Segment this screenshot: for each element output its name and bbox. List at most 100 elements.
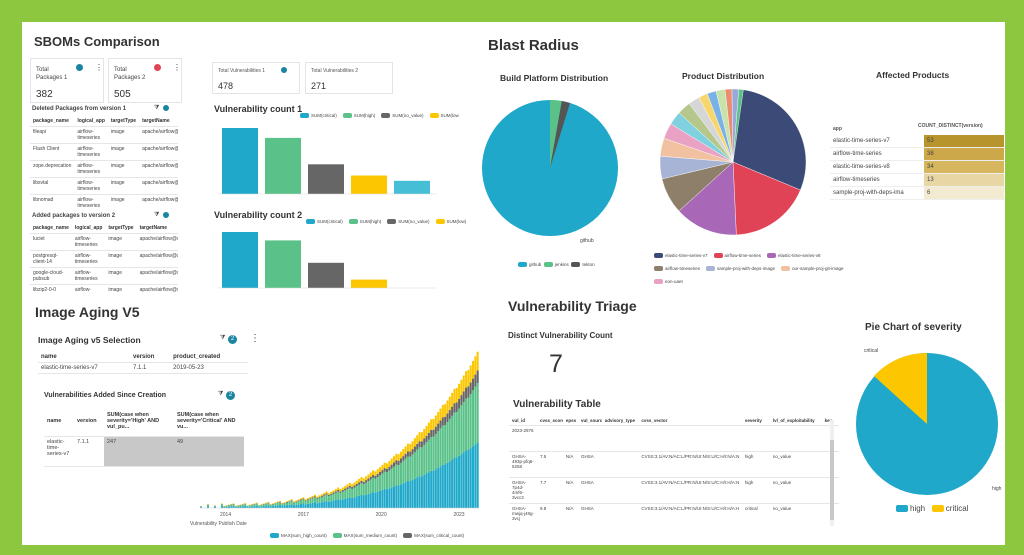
legend-item[interactable]: MAX(sum_critical_count)	[403, 533, 464, 539]
legend-item[interactable]: SUM(critical)	[306, 219, 343, 225]
col-header[interactable]: targetName	[136, 223, 178, 234]
col-header[interactable]: logical_app	[71, 223, 106, 234]
legend-item[interactable]: sample-proj-with-deps-image	[706, 264, 775, 274]
column-segment	[362, 481, 365, 485]
more-menu-icon[interactable]: ⋮	[173, 63, 181, 72]
legend-item[interactable]: airflow-time-series	[713, 251, 761, 261]
column-segment	[453, 403, 456, 413]
table-row[interactable]: GHSA-493p-pfq6-5258 7.5 N/A GHSA CVSS:3.1/AV…	[509, 451, 839, 478]
filter-badge-icon[interactable]	[163, 212, 169, 218]
table-row[interactable]: postgresql-client-14 airflow-timeseries im…	[30, 250, 178, 268]
table-row[interactable]: elastic-time-series-v7 7.1.1 2019-05-23	[38, 362, 248, 374]
legend-item[interactable]: SUM(no_value)	[381, 113, 424, 119]
column-segment	[413, 438, 416, 447]
filter-badge-icon[interactable]	[154, 64, 161, 71]
more-menu-icon[interactable]: ⋮	[95, 63, 103, 72]
legend-item[interactable]: airflow-timeseries	[654, 264, 700, 274]
filter-badge-icon[interactable]	[163, 105, 169, 111]
table-row[interactable]: Flash Client airflow-timeseries image apach…	[30, 143, 178, 161]
legend-item[interactable]: SUM(low	[429, 113, 459, 119]
legend-item[interactable]: SUM(no_value)	[387, 219, 430, 225]
filter-badge[interactable]: 2	[226, 391, 235, 400]
table-row[interactable]: google-cloud-pubsub airflow-timeseries ima…	[30, 267, 178, 285]
legend-item[interactable]: elastic-time-series-v8	[767, 251, 821, 261]
pie-slice[interactable]	[732, 161, 801, 236]
filter-icon[interactable]: ⧩	[218, 391, 224, 397]
bar[interactable]	[351, 175, 387, 194]
col-header[interactable]: package_name	[30, 223, 72, 234]
legend-item[interactable]: SUM(low)	[435, 219, 466, 225]
legend-item[interactable]: MAX(sum_medium_count)	[332, 533, 397, 539]
table-row[interactable]: GHSA-mwjq-j48g-3vcj 9.8 N/A GHSA CVSS:3.1/AV…	[509, 503, 839, 528]
col-header[interactable]: advisory_type	[601, 416, 639, 426]
bar[interactable]	[394, 180, 430, 194]
table-row[interactable]: sample-proj-with-deps-ima 6	[830, 187, 1005, 200]
filter-badge-icon[interactable]	[281, 67, 287, 73]
pie-slice[interactable]	[678, 161, 737, 236]
col-header[interactable]: cvss_vector	[638, 416, 742, 426]
column-segment	[320, 495, 323, 497]
table-row[interactable]: libzip2-0-0airflow-timeseriesimageapache…	[30, 284, 178, 293]
bar[interactable]	[308, 262, 344, 288]
bar[interactable]	[265, 240, 301, 288]
kpi-card-total-packages-2[interactable]: Total Packages 2 ⋮ 505	[108, 58, 182, 103]
col-header[interactable]: logical_app	[74, 116, 108, 127]
table-row[interactable]: libnomad airflow-timeseries image apache/ai…	[30, 194, 178, 211]
kpi-card-total-vulnerabilities-2[interactable]: Total Vulnerabilities 2 271	[305, 62, 393, 94]
filter-badge-icon[interactable]	[76, 64, 83, 71]
more-menu-icon[interactable]: ⋮	[250, 333, 260, 344]
filter-icon[interactable]: ⧩	[154, 212, 160, 218]
table-row[interactable]: GHSA-7p4d-4mf6-3vcc3 7.7 N/A GHSA CVSS:3.1/A…	[509, 477, 839, 504]
col-header[interactable]: targetName	[139, 116, 178, 127]
column-segment	[439, 466, 442, 508]
pie-slice[interactable]	[732, 89, 744, 163]
table-row[interactable]: airflow-time-series 38	[830, 148, 1005, 161]
bar[interactable]	[222, 232, 258, 288]
legend-item[interactable]: SUM(high)	[342, 113, 375, 119]
column-segment	[232, 504, 235, 507]
x-tick-label: 2017	[298, 512, 309, 518]
filter-badge[interactable]: 2	[228, 335, 237, 344]
table-row[interactable]: elastic-time-series-v7 53	[830, 135, 1005, 148]
table-row[interactable]: luciet airflow-timeseries image apache/airf…	[30, 233, 178, 251]
col-header[interactable]: targetType	[107, 116, 140, 127]
kpi-card-total-packages-1[interactable]: Total Packages 1 ⋮ 382	[30, 58, 104, 103]
col-header[interactable]: vul_id	[509, 416, 538, 426]
bar[interactable]	[308, 164, 344, 194]
bar[interactable]	[222, 128, 258, 194]
pie-slice[interactable]	[732, 89, 807, 191]
col-header[interactable]: package_name	[30, 116, 75, 127]
filter-icon[interactable]: ⧩	[154, 105, 160, 111]
kpi-card-total-vulnerabilities-1[interactable]: Total Vulnerabilities 1 478	[212, 62, 300, 94]
table-row[interactable]: fileapi airflow-timeseries image apache/air…	[30, 126, 178, 144]
table-row[interactable]: libsvtal airflow-timeseries image apache/ai…	[30, 177, 178, 195]
table-row[interactable]: elastic-time-series-v7 7.1.1 247 49	[44, 436, 244, 467]
vuln-table-scrollbar[interactable]	[830, 420, 834, 526]
col-header[interactable]: vul_source	[578, 416, 602, 426]
bar[interactable]	[265, 137, 301, 194]
bar[interactable]	[351, 279, 387, 288]
legend-item[interactable]: eon-uaet	[654, 277, 683, 287]
col-header[interactable]: severity	[741, 416, 770, 426]
filter-icon[interactable]: ⧩	[220, 335, 226, 341]
column-segment	[304, 500, 307, 501]
column-segment	[379, 490, 382, 508]
table-row[interactable]: 2023-2976	[509, 425, 839, 452]
col-header[interactable]: targetType	[105, 223, 137, 234]
legend-item[interactable]: SUM(critical)	[300, 113, 337, 119]
legend-item[interactable]: elastic-time-series-v7	[654, 251, 708, 261]
legend-item[interactable]: our-sample-proj-git-image	[781, 264, 844, 274]
column-segment	[309, 503, 312, 508]
col-header[interactable]: cvss_score	[537, 416, 563, 426]
cell	[537, 425, 563, 452]
col-header[interactable]: epss	[562, 416, 578, 426]
col-header[interactable]: lvl_of_exploitability	[769, 416, 822, 426]
table-row[interactable]: airflow-timeseries 13	[830, 174, 1005, 187]
legend-item[interactable]: SUM(high)	[348, 219, 381, 225]
table-row[interactable]: zope.deprecation airflow-timeseries image a…	[30, 160, 178, 178]
table-row[interactable]: elastic-time-series-v8 34	[830, 161, 1005, 174]
column-segment	[395, 464, 398, 486]
column-segment	[455, 411, 458, 458]
column-segment	[460, 379, 463, 396]
legend-item[interactable]: MAX(sum_high_count)	[270, 533, 327, 539]
